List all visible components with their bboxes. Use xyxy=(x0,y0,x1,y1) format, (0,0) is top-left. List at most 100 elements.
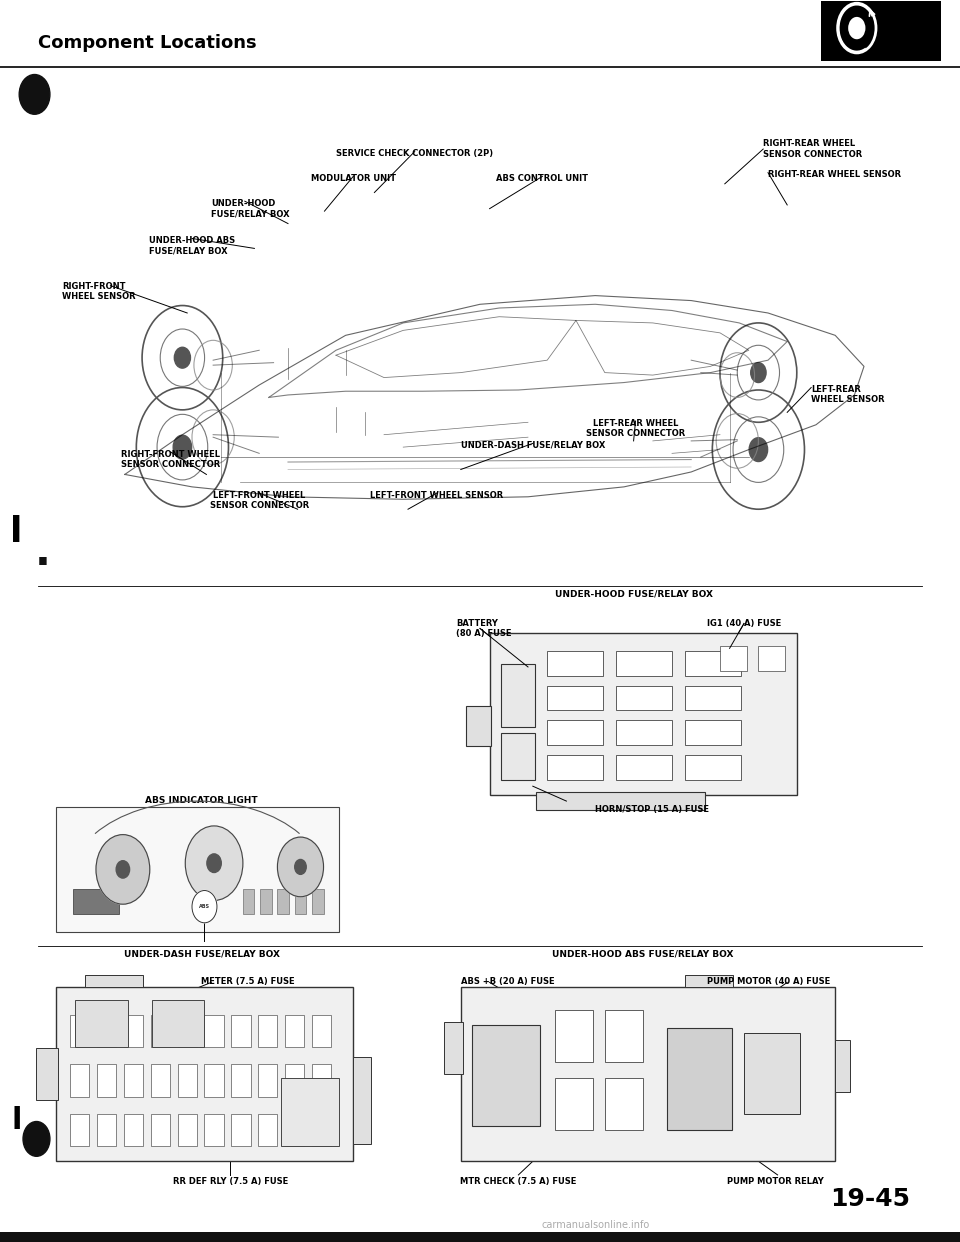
Bar xyxy=(97,1114,116,1146)
Bar xyxy=(152,1000,204,1047)
Circle shape xyxy=(23,1122,50,1156)
Bar xyxy=(85,975,143,987)
Bar xyxy=(547,651,603,676)
Bar xyxy=(444,1022,463,1074)
Text: IG1 (40 A) FUSE: IG1 (40 A) FUSE xyxy=(707,619,781,627)
Circle shape xyxy=(116,861,130,878)
Text: UNDER-HOOD ABS FUSE/RELAY BOX: UNDER-HOOD ABS FUSE/RELAY BOX xyxy=(552,950,734,959)
Text: ABS +B (20 A) FUSE: ABS +B (20 A) FUSE xyxy=(461,977,555,986)
Bar xyxy=(547,720,603,745)
Circle shape xyxy=(749,437,768,462)
Bar xyxy=(285,1015,304,1047)
Bar xyxy=(124,1114,143,1146)
Text: LEFT-FRONT WHEEL
SENSOR CONNECTOR: LEFT-FRONT WHEEL SENSOR CONNECTOR xyxy=(209,491,309,510)
Bar xyxy=(124,1064,143,1097)
Text: UNDER-HOOD
FUSE/RELAY BOX: UNDER-HOOD FUSE/RELAY BOX xyxy=(211,199,290,219)
Bar xyxy=(490,633,797,795)
Bar xyxy=(56,807,339,932)
Bar xyxy=(70,1114,89,1146)
Text: LEFT-FRONT WHEEL SENSOR: LEFT-FRONT WHEEL SENSOR xyxy=(371,491,503,499)
Text: ABS INDICATOR LIGHT: ABS INDICATOR LIGHT xyxy=(145,796,258,805)
Text: RIGHT-REAR WHEEL
SENSOR CONNECTOR: RIGHT-REAR WHEEL SENSOR CONNECTOR xyxy=(763,139,862,159)
Bar xyxy=(685,720,741,745)
Bar xyxy=(821,1,941,61)
Bar xyxy=(501,664,535,727)
Bar xyxy=(151,1114,170,1146)
Bar xyxy=(36,1048,58,1100)
Circle shape xyxy=(849,17,866,40)
Bar xyxy=(685,686,741,710)
Text: UNDER-DASH FUSE/RELAY BOX: UNDER-DASH FUSE/RELAY BOX xyxy=(124,950,279,959)
Bar xyxy=(616,755,672,780)
Bar xyxy=(312,889,324,914)
Bar xyxy=(605,1010,643,1062)
Bar xyxy=(312,1015,331,1047)
Bar xyxy=(312,1064,331,1097)
Text: carmanualsonline.info: carmanualsonline.info xyxy=(541,1220,649,1230)
Text: RIGHT-REAR WHEEL SENSOR: RIGHT-REAR WHEEL SENSOR xyxy=(768,170,901,179)
Circle shape xyxy=(175,348,190,368)
Bar xyxy=(277,889,289,914)
Bar xyxy=(258,1015,277,1047)
Bar xyxy=(231,1114,251,1146)
Bar xyxy=(466,705,491,746)
Bar xyxy=(204,1114,224,1146)
Text: ABS: ABS xyxy=(888,31,917,45)
Circle shape xyxy=(173,435,192,460)
Text: HORN/STOP (15 A) FUSE: HORN/STOP (15 A) FUSE xyxy=(595,805,709,814)
Text: PUMP MOTOR (40 A) FUSE: PUMP MOTOR (40 A) FUSE xyxy=(708,977,830,986)
Bar xyxy=(73,889,119,914)
Text: BATTERY
(80 A) FUSE: BATTERY (80 A) FUSE xyxy=(456,619,512,638)
Bar xyxy=(353,1057,371,1144)
Bar xyxy=(285,1064,304,1097)
Bar xyxy=(204,1064,224,1097)
Text: RIGHT-FRONT WHEEL
SENSOR CONNECTOR: RIGHT-FRONT WHEEL SENSOR CONNECTOR xyxy=(121,450,221,469)
Bar xyxy=(685,975,733,987)
Bar xyxy=(720,646,747,671)
Text: l: l xyxy=(12,1105,22,1135)
Bar xyxy=(281,1078,339,1146)
Text: MTR CHECK (7.5 A) FUSE: MTR CHECK (7.5 A) FUSE xyxy=(460,1177,577,1186)
Text: 19-45: 19-45 xyxy=(830,1187,910,1211)
Bar xyxy=(151,1015,170,1047)
Bar xyxy=(685,651,741,676)
Circle shape xyxy=(192,891,217,923)
Bar xyxy=(0,1232,960,1242)
Circle shape xyxy=(185,826,243,900)
Bar xyxy=(204,1015,224,1047)
Text: SERVICE CHECK CONNECTOR (2P): SERVICE CHECK CONNECTOR (2P) xyxy=(336,149,493,158)
Bar xyxy=(178,1015,197,1047)
Text: LEFT-REAR
WHEEL SENSOR: LEFT-REAR WHEEL SENSOR xyxy=(811,385,885,405)
Bar xyxy=(744,1033,800,1114)
Text: LEFT-REAR WHEEL
SENSOR CONNECTOR: LEFT-REAR WHEEL SENSOR CONNECTOR xyxy=(586,419,685,438)
Text: UNDER-HOOD ABS
FUSE/RELAY BOX: UNDER-HOOD ABS FUSE/RELAY BOX xyxy=(149,236,235,256)
Text: MODULATOR UNIT: MODULATOR UNIT xyxy=(311,174,396,183)
Bar xyxy=(258,1114,277,1146)
Bar xyxy=(151,1064,170,1097)
Bar xyxy=(97,1015,116,1047)
Text: Component Locations: Component Locations xyxy=(38,35,257,52)
Circle shape xyxy=(751,363,766,383)
Text: METER (7.5 A) FUSE: METER (7.5 A) FUSE xyxy=(201,977,295,986)
Bar xyxy=(616,686,672,710)
Bar xyxy=(616,651,672,676)
Circle shape xyxy=(207,854,221,873)
Bar xyxy=(472,1025,540,1126)
Bar xyxy=(835,1040,850,1092)
Circle shape xyxy=(277,837,324,897)
Bar xyxy=(97,1064,116,1097)
Bar xyxy=(260,889,272,914)
Text: RR DEF RLY (7.5 A) FUSE: RR DEF RLY (7.5 A) FUSE xyxy=(173,1177,288,1186)
Bar xyxy=(547,686,603,710)
Bar xyxy=(178,1064,197,1097)
Bar xyxy=(605,1078,643,1130)
Text: a: a xyxy=(19,70,43,104)
Bar xyxy=(258,1064,277,1097)
Bar xyxy=(555,1010,593,1062)
Bar xyxy=(124,1015,143,1047)
Bar xyxy=(758,646,785,671)
Bar xyxy=(685,755,741,780)
Bar xyxy=(231,1064,251,1097)
Text: ABS CONTROL UNIT: ABS CONTROL UNIT xyxy=(496,174,588,183)
Circle shape xyxy=(295,859,306,874)
